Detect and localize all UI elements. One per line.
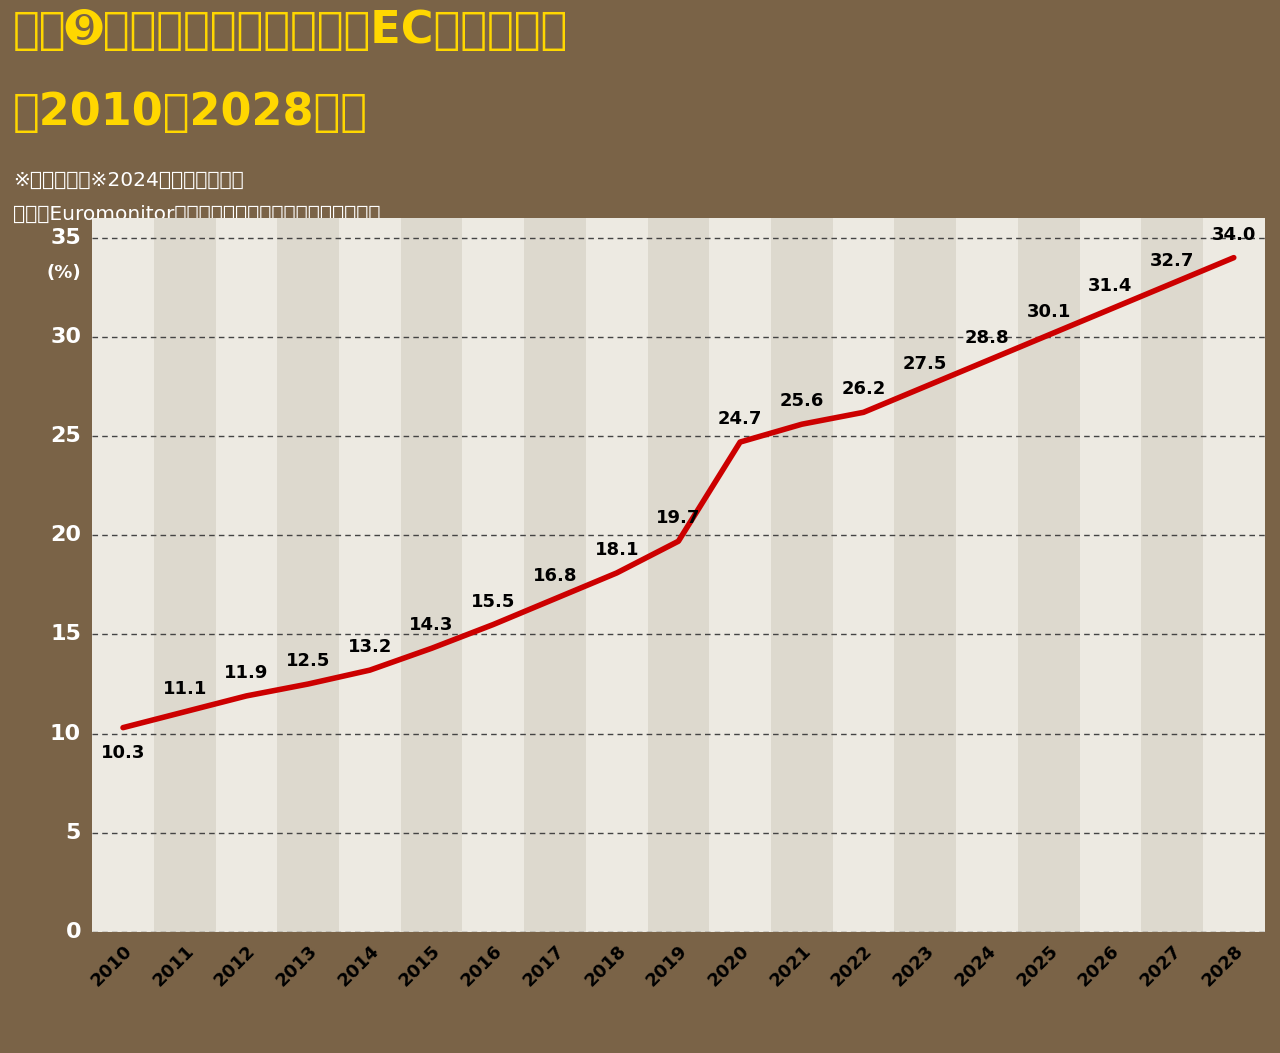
- Text: ※単位：％　※2024年以降は予測値: ※単位：％ ※2024年以降は予測値: [13, 171, 243, 190]
- Text: 11.9: 11.9: [224, 664, 269, 682]
- Text: 12.5: 12.5: [285, 652, 330, 670]
- Bar: [278, 218, 339, 932]
- Text: 0: 0: [65, 922, 81, 941]
- Text: 2028: 2028: [1198, 941, 1247, 990]
- Text: 25.6: 25.6: [780, 393, 824, 411]
- Text: 11.1: 11.1: [163, 680, 207, 698]
- Text: 2024: 2024: [951, 941, 1000, 990]
- Text: 2020: 2020: [705, 941, 753, 990]
- Text: 16.8: 16.8: [532, 567, 577, 584]
- Bar: [339, 218, 401, 932]
- Text: 30.1: 30.1: [1027, 303, 1071, 321]
- Bar: [895, 218, 956, 932]
- Text: 2017: 2017: [520, 941, 568, 990]
- Text: 2016: 2016: [458, 941, 506, 990]
- Text: 34.0: 34.0: [1212, 225, 1256, 243]
- Text: 5: 5: [65, 822, 81, 842]
- Text: 20: 20: [50, 525, 81, 545]
- Text: (%): (%): [46, 264, 81, 282]
- Bar: [154, 218, 215, 932]
- Text: 2011: 2011: [150, 941, 197, 990]
- Text: 2014: 2014: [334, 941, 383, 990]
- Text: 10.3: 10.3: [101, 743, 145, 761]
- Text: 2026: 2026: [1075, 941, 1123, 990]
- Bar: [215, 218, 278, 932]
- Text: 25: 25: [50, 426, 81, 446]
- Text: 28.8: 28.8: [965, 329, 1009, 346]
- Text: 2021: 2021: [767, 941, 814, 990]
- Text: 18.1: 18.1: [594, 541, 639, 559]
- Text: 15.5: 15.5: [471, 593, 516, 611]
- Text: 2013: 2013: [273, 941, 321, 990]
- Text: 10: 10: [50, 723, 81, 743]
- Text: 35: 35: [50, 227, 81, 247]
- Text: 31.4: 31.4: [1088, 277, 1133, 295]
- Text: 2025: 2025: [1014, 941, 1061, 990]
- Bar: [401, 218, 462, 932]
- Bar: [1203, 218, 1265, 932]
- Text: 2018: 2018: [581, 941, 630, 990]
- Text: 13.2: 13.2: [348, 638, 392, 656]
- Bar: [586, 218, 648, 932]
- Text: 2019: 2019: [643, 941, 691, 990]
- Text: 24.7: 24.7: [718, 411, 763, 429]
- Bar: [1142, 218, 1203, 932]
- Text: 2010: 2010: [87, 941, 136, 990]
- Text: 2015: 2015: [397, 941, 444, 990]
- Text: 27.5: 27.5: [904, 355, 947, 373]
- Text: 図表➒米国小売市場におけるEC化率の推移: 図表➒米国小売市場におけるEC化率の推移: [13, 8, 568, 52]
- Text: 14.3: 14.3: [410, 616, 453, 634]
- Text: 19.7: 19.7: [657, 510, 700, 528]
- Text: 15: 15: [50, 624, 81, 644]
- Bar: [92, 218, 154, 932]
- Bar: [833, 218, 895, 932]
- Text: 2027: 2027: [1137, 941, 1185, 990]
- Bar: [956, 218, 1018, 932]
- Bar: [1018, 218, 1079, 932]
- Bar: [1079, 218, 1142, 932]
- Text: 32.7: 32.7: [1149, 252, 1194, 270]
- Text: 30: 30: [50, 327, 81, 346]
- Bar: [771, 218, 833, 932]
- Bar: [709, 218, 771, 932]
- Text: 出所：Euromonitorのデータから三井物産戦略研究所作成: 出所：Euromonitorのデータから三井物産戦略研究所作成: [13, 205, 380, 224]
- Bar: [462, 218, 524, 932]
- Bar: [648, 218, 709, 932]
- Bar: [524, 218, 586, 932]
- Text: 2023: 2023: [890, 941, 938, 990]
- Text: （2010～2028年）: （2010～2028年）: [13, 91, 367, 134]
- Text: 26.2: 26.2: [841, 380, 886, 398]
- Text: 2022: 2022: [828, 941, 877, 990]
- Text: 2012: 2012: [211, 941, 259, 990]
